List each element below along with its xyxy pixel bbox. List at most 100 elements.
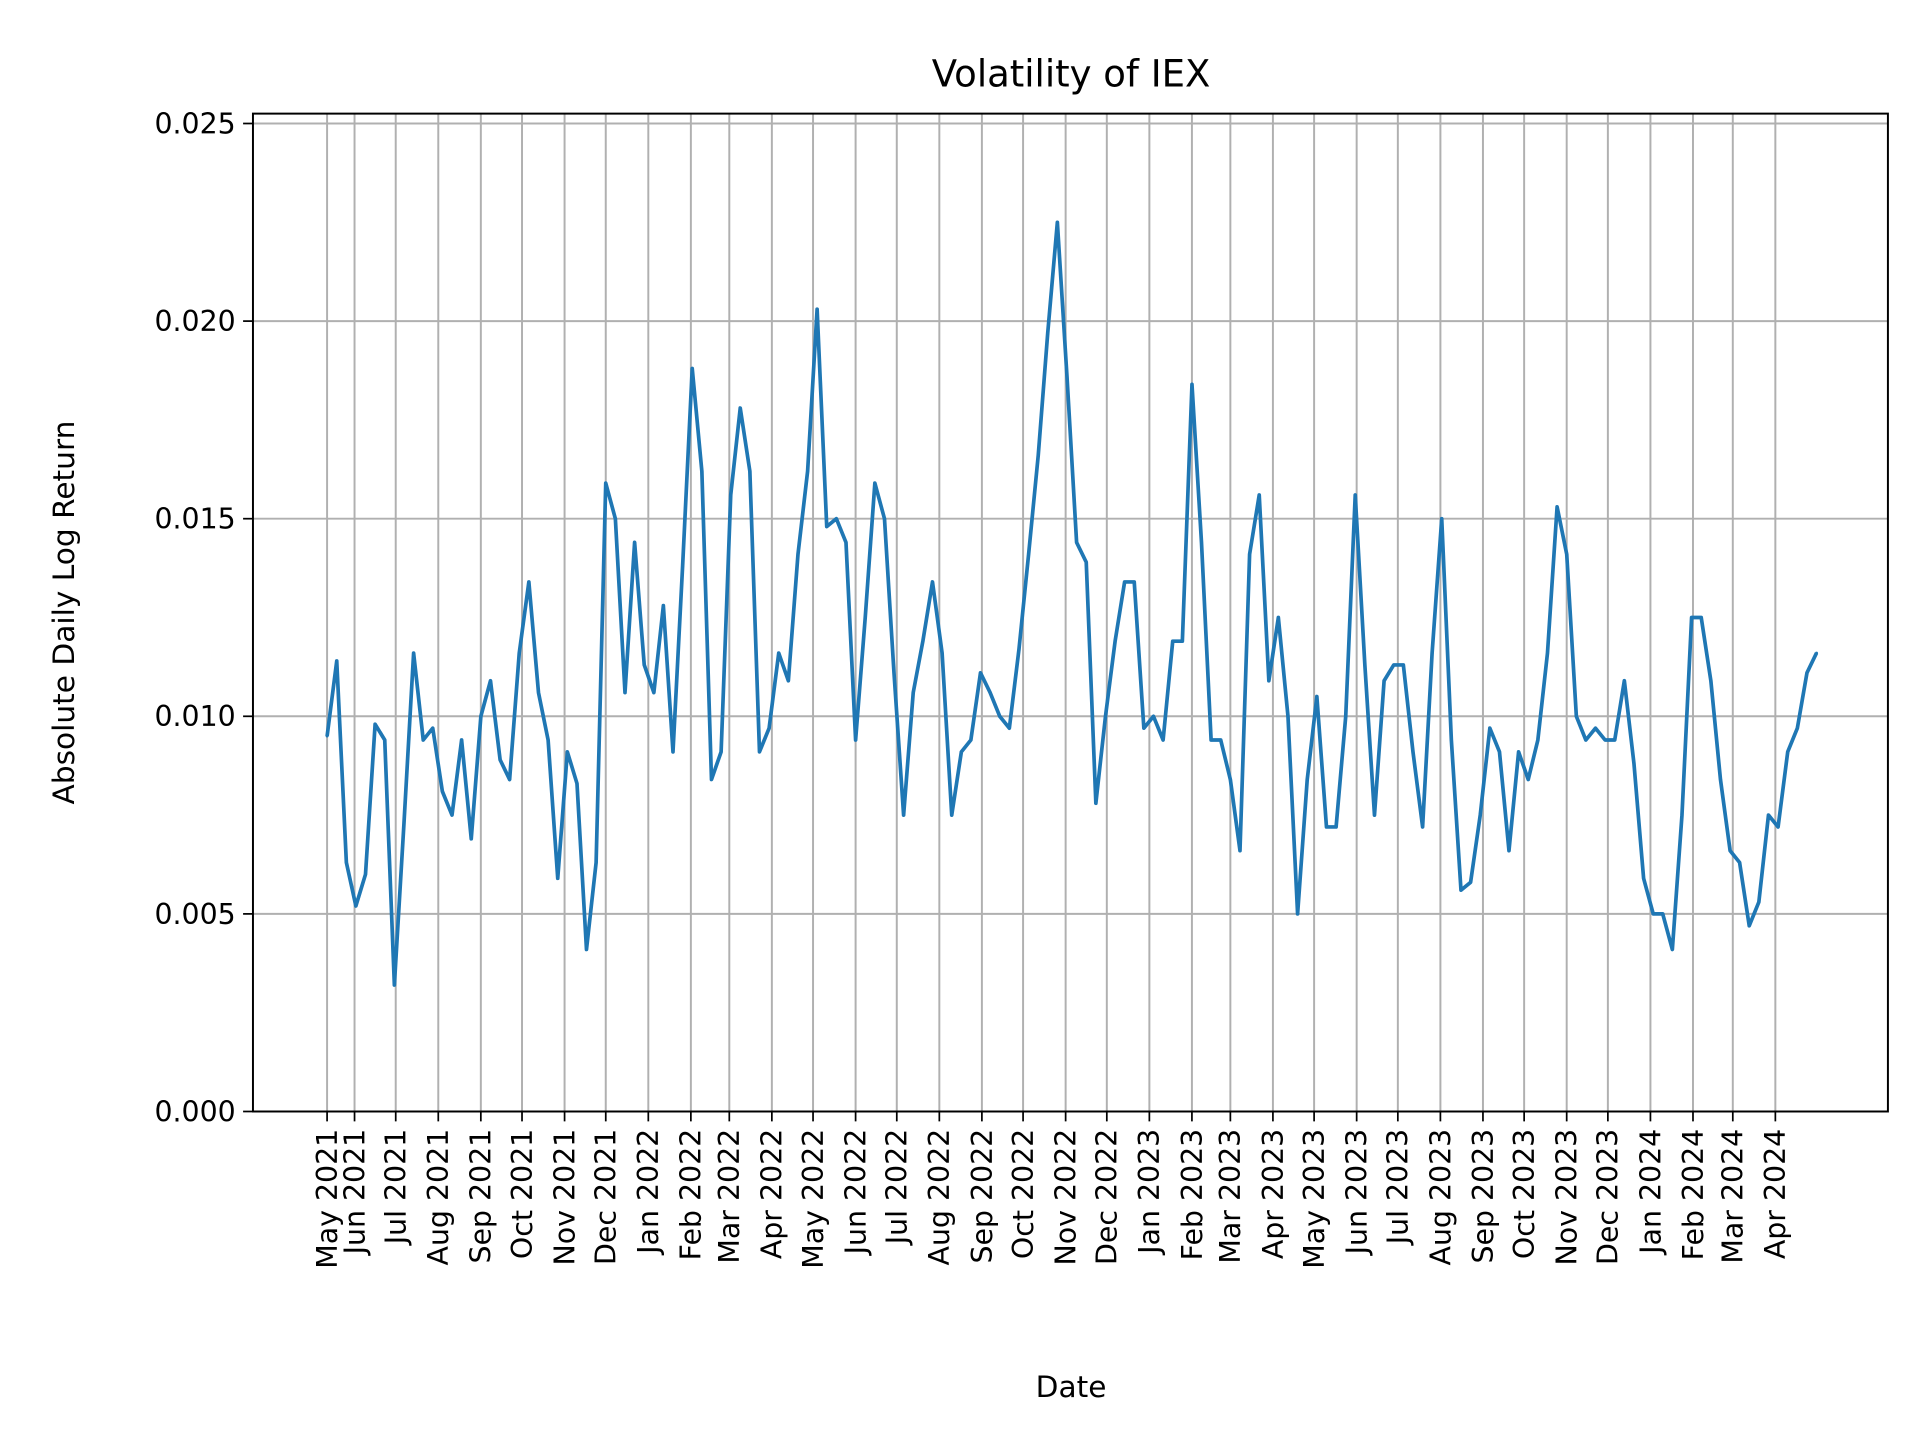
- data-point: [1276, 616, 1280, 619]
- data-point: [1344, 714, 1348, 718]
- data-point: [1017, 647, 1021, 651]
- data-point: [1449, 738, 1453, 742]
- data-point: [1795, 726, 1799, 730]
- data-point: [527, 580, 531, 584]
- data-point: [1363, 663, 1367, 667]
- data-point: [1757, 900, 1761, 904]
- data-point: [1767, 813, 1770, 817]
- x-tick-label: Dec 2021: [590, 1129, 623, 1265]
- data-point: [1469, 880, 1473, 884]
- x-tick-label: May 2021: [311, 1129, 344, 1269]
- data-point: [911, 691, 915, 695]
- data-point: [1305, 778, 1309, 782]
- x-tick-label: Oct 2022: [1007, 1129, 1040, 1259]
- data-point: [1103, 714, 1107, 718]
- x-tick-label: Dec 2023: [1592, 1129, 1625, 1265]
- data-point: [1690, 616, 1694, 619]
- data-point: [1055, 220, 1059, 224]
- data-point: [1517, 750, 1521, 754]
- data-point: [1046, 331, 1050, 335]
- data-point: [1324, 825, 1328, 829]
- data-point: [421, 738, 425, 742]
- data-point: [979, 671, 983, 675]
- data-point: [892, 671, 896, 675]
- data-point: [642, 663, 646, 667]
- x-tick-label: Feb 2023: [1176, 1129, 1209, 1261]
- x-tick-label: Nov 2021: [548, 1129, 581, 1266]
- data-point: [719, 750, 723, 754]
- data-point: [594, 861, 598, 865]
- x-tick-label: Sep 2022: [966, 1129, 999, 1264]
- data-point: [758, 750, 761, 754]
- data-point: [373, 722, 377, 726]
- data-point: [959, 750, 963, 754]
- y-tick-label: 0.020: [154, 305, 235, 338]
- data-point: [1200, 540, 1204, 544]
- data-point: [383, 738, 387, 742]
- data-point: [1373, 813, 1376, 817]
- data-point: [1421, 825, 1425, 829]
- data-point: [1392, 663, 1396, 667]
- data-point: [488, 679, 492, 683]
- data-point: [1315, 695, 1319, 699]
- data-point: [1805, 671, 1809, 675]
- data-point: [1401, 663, 1405, 667]
- data-point: [1286, 714, 1290, 718]
- data-point: [1622, 679, 1626, 683]
- y-tick-label: 0.005: [154, 898, 235, 931]
- x-tick-label: Sep 2021: [465, 1129, 498, 1264]
- data-point: [796, 552, 800, 556]
- y-tick-label: 0.015: [154, 503, 235, 536]
- x-tick-label: Nov 2022: [1050, 1129, 1083, 1266]
- data-point: [950, 813, 954, 817]
- data-point: [1545, 651, 1549, 655]
- data-point: [440, 789, 444, 793]
- data-point: [930, 580, 934, 584]
- data-point: [1209, 738, 1213, 742]
- data-point: [854, 738, 858, 742]
- x-axis-label: Date: [1036, 1370, 1107, 1404]
- data-point: [498, 758, 502, 762]
- data-point: [940, 651, 944, 655]
- data-point: [1661, 912, 1665, 916]
- data-point: [623, 691, 627, 695]
- data-point: [1747, 924, 1751, 928]
- data-point: [1584, 738, 1588, 742]
- data-point: [1786, 750, 1790, 754]
- data-point: [1507, 849, 1511, 853]
- data-point: [738, 406, 742, 410]
- data-point: [921, 639, 925, 643]
- data-point: [844, 540, 848, 544]
- data-point: [863, 616, 867, 619]
- data-point: [354, 904, 358, 908]
- data-point: [1613, 738, 1617, 742]
- x-tick-label: Aug 2022: [923, 1129, 956, 1266]
- data-point: [1776, 825, 1780, 829]
- volatility-line: [325, 220, 1819, 987]
- data-point: [969, 738, 973, 742]
- data-point: [1651, 912, 1655, 916]
- x-tick-label: Feb 2022: [675, 1129, 708, 1261]
- data-point: [661, 604, 665, 608]
- data-point: [517, 651, 521, 655]
- y-tick-label: 0.010: [154, 700, 235, 733]
- data-point: [344, 861, 348, 865]
- grid: [252, 113, 1888, 1113]
- data-point: [1680, 813, 1684, 817]
- data-point: [1574, 714, 1578, 718]
- data-point: [1171, 639, 1175, 643]
- data-point: [402, 821, 406, 825]
- data-point: [1152, 714, 1155, 718]
- data-point: [825, 525, 829, 529]
- data-point: [1555, 505, 1559, 509]
- data-point: [748, 469, 752, 473]
- data-point: [815, 307, 819, 311]
- x-tick-label: Jan 2022: [632, 1129, 665, 1256]
- data-point: [1257, 493, 1261, 497]
- data-point: [1526, 778, 1530, 782]
- data-point: [1815, 651, 1819, 655]
- data-point: [613, 517, 617, 521]
